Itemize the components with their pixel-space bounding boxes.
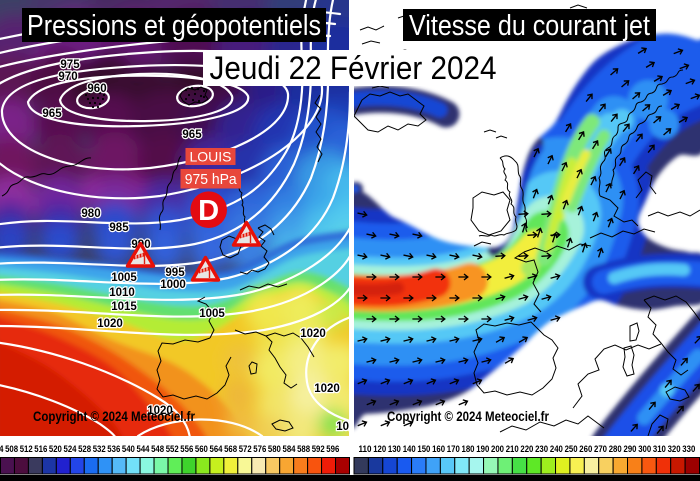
svg-text:330: 330 (682, 444, 695, 455)
svg-text:Pressions et géopotentiels: Pressions et géopotentiels (27, 10, 321, 42)
svg-text:536: 536 (107, 444, 120, 455)
svg-text:564: 564 (210, 444, 224, 455)
svg-text:588: 588 (297, 444, 310, 455)
svg-text:1010: 1010 (109, 287, 135, 299)
svg-text:130: 130 (388, 444, 401, 455)
svg-text:985: 985 (109, 222, 129, 234)
svg-text:160: 160 (432, 444, 445, 455)
svg-text:180: 180 (462, 444, 475, 455)
svg-text:LOUIS: LOUIS (190, 149, 232, 165)
svg-text:504: 504 (0, 444, 4, 455)
svg-text:568: 568 (224, 444, 237, 455)
svg-text:516: 516 (34, 444, 47, 455)
svg-text:190: 190 (476, 444, 489, 455)
svg-text:Jeudi 22 Février 2024: Jeudi 22 Février 2024 (210, 50, 497, 86)
svg-text:995: 995 (165, 267, 185, 279)
svg-text:210: 210 (506, 444, 519, 455)
svg-text:552: 552 (166, 444, 179, 455)
svg-text:970: 970 (58, 71, 77, 83)
svg-text:560: 560 (195, 444, 208, 455)
svg-text:1020: 1020 (314, 383, 340, 395)
svg-text:200: 200 (491, 444, 504, 455)
svg-text:140: 140 (403, 444, 416, 455)
svg-text:1000: 1000 (160, 279, 186, 291)
svg-text:572: 572 (239, 444, 252, 455)
svg-text:230: 230 (535, 444, 548, 455)
svg-text:960: 960 (87, 83, 106, 95)
svg-text:528: 528 (78, 444, 91, 455)
svg-text:508: 508 (5, 444, 18, 455)
svg-text:310: 310 (653, 444, 666, 455)
svg-text:D: D (198, 195, 219, 227)
svg-text:965: 965 (42, 108, 62, 120)
svg-text:110: 110 (359, 444, 372, 455)
svg-text:1005: 1005 (199, 308, 225, 320)
svg-text:280: 280 (609, 444, 622, 455)
svg-text:1020: 1020 (336, 421, 362, 433)
svg-text:512: 512 (20, 444, 33, 455)
svg-text:1020: 1020 (97, 318, 123, 330)
svg-text:240: 240 (550, 444, 563, 455)
svg-text:Vitesse du courant jet: Vitesse du courant jet (409, 10, 650, 42)
svg-text:1020: 1020 (147, 405, 173, 417)
svg-text:544: 544 (137, 444, 151, 455)
svg-text:576: 576 (253, 444, 266, 455)
svg-text:524: 524 (64, 444, 78, 455)
svg-text:592: 592 (312, 444, 325, 455)
svg-text:Copyright © 2024 Meteociel.fr: Copyright © 2024 Meteociel.fr (33, 409, 196, 424)
svg-text:548: 548 (151, 444, 164, 455)
svg-text:980: 980 (81, 208, 100, 220)
svg-text:300: 300 (638, 444, 651, 455)
svg-text:320: 320 (668, 444, 681, 455)
svg-text:150: 150 (417, 444, 430, 455)
svg-text:220: 220 (520, 444, 533, 455)
svg-text:290: 290 (624, 444, 637, 455)
svg-text:Copyright © 2024 Meteociel.fr: Copyright © 2024 Meteociel.fr (387, 409, 550, 424)
svg-text:120: 120 (373, 444, 386, 455)
svg-text:556: 556 (180, 444, 193, 455)
svg-text:975: 975 (60, 59, 80, 71)
svg-text:170: 170 (447, 444, 460, 455)
svg-text:532: 532 (93, 444, 106, 455)
svg-text:584: 584 (283, 444, 297, 455)
svg-text:1020: 1020 (300, 328, 326, 340)
svg-text:270: 270 (594, 444, 607, 455)
svg-text:520: 520 (49, 444, 62, 455)
svg-text:975 hPa: 975 hPa (185, 171, 238, 188)
svg-text:596: 596 (326, 444, 339, 455)
svg-text:250: 250 (565, 444, 578, 455)
svg-text:1015: 1015 (111, 301, 137, 313)
svg-text:540: 540 (122, 444, 135, 455)
svg-text:1005: 1005 (111, 272, 137, 284)
svg-text:965: 965 (182, 129, 202, 141)
svg-text:580: 580 (268, 444, 281, 455)
svg-text:260: 260 (579, 444, 592, 455)
